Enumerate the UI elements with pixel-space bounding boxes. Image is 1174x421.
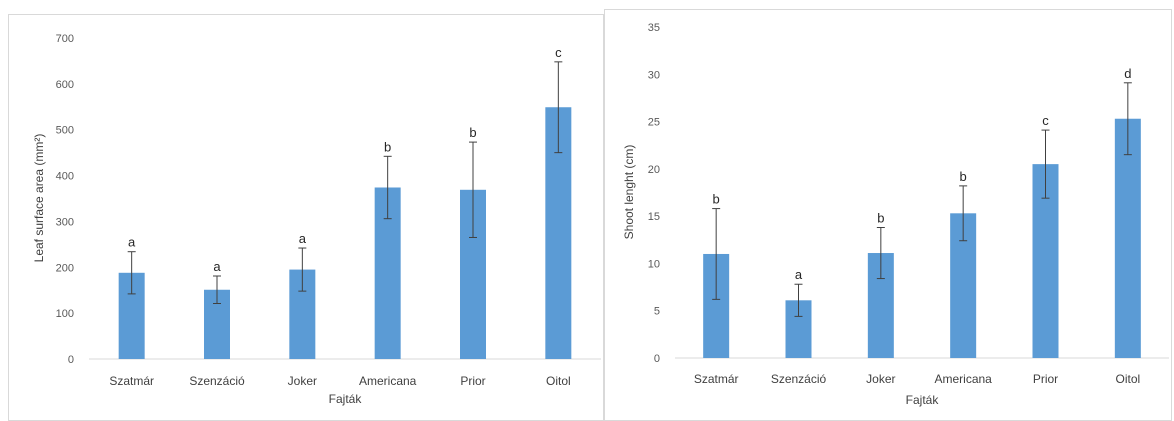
significance-letter: c <box>1042 113 1049 128</box>
y-tick-label: 20 <box>648 164 660 176</box>
y-tick-label: 0 <box>654 353 660 365</box>
y-tick-label: 35 <box>648 22 660 34</box>
leaf-area-chart: 0 100 200 300 400 500 600 700 a Szatmár a Szenzáció… <box>32 33 601 406</box>
significance-letter: a <box>795 267 803 282</box>
bar <box>1114 118 1141 358</box>
y-tick-label: 500 <box>56 125 74 137</box>
y-tick-label: 600 <box>56 79 74 91</box>
y-tick-label: 25 <box>648 117 660 129</box>
y-tick-label: 0 <box>68 354 74 366</box>
shoot-length-chart-panel: 0 5 10 15 20 25 30 35 b Szatmár a Szenzáció b Joker b A… <box>604 9 1172 421</box>
y-tick-label: 10 <box>648 258 660 270</box>
x-tick-label: Szatmár <box>109 374 154 388</box>
leaf-area-chart-panel: 0 100 200 300 400 500 600 700 a Szatmár a Szenzáció… <box>8 14 604 421</box>
y-tick-label: 700 <box>56 33 74 45</box>
x-axis-title: Fajták <box>329 392 363 406</box>
significance-letter: a <box>213 259 221 274</box>
significance-letter: b <box>960 169 967 184</box>
x-tick-label: Prior <box>1033 372 1058 386</box>
x-tick-label: Szenzáció <box>771 372 827 386</box>
x-tick-label: Joker <box>288 374 317 388</box>
x-tick-label: Americana <box>934 372 992 386</box>
significance-letter: b <box>713 192 720 207</box>
significance-letter: a <box>128 235 136 250</box>
x-axis-title: Fajták <box>906 393 940 407</box>
y-tick-label: 200 <box>56 262 74 274</box>
y-axis-title: Leaf surface area (mm²) <box>32 134 46 263</box>
significance-letter: c <box>555 45 562 60</box>
y-tick-label: 15 <box>648 211 660 223</box>
x-tick-label: Oitol <box>546 374 571 388</box>
significance-letter: b <box>469 125 476 140</box>
y-tick-label: 300 <box>56 216 74 228</box>
shoot-length-chart: 0 5 10 15 20 25 30 35 b Szatmár a Szenzáció b Joker b A… <box>622 22 1169 407</box>
y-tick-label: 5 <box>654 306 660 318</box>
y-tick-label: 30 <box>648 69 660 81</box>
x-tick-label: Joker <box>866 372 895 386</box>
significance-letter: a <box>299 231 307 246</box>
y-tick-label: 100 <box>56 308 74 320</box>
x-tick-label: Americana <box>359 374 417 388</box>
y-tick-label: 400 <box>56 171 74 183</box>
x-tick-label: Prior <box>460 374 485 388</box>
x-tick-label: Szenzáció <box>189 374 245 388</box>
significance-letter: d <box>1124 66 1131 81</box>
significance-letter: b <box>877 210 884 225</box>
x-tick-label: Szatmár <box>694 372 739 386</box>
y-axis-title: Shoot lenght (cm) <box>622 145 636 240</box>
x-tick-label: Oitol <box>1115 372 1140 386</box>
significance-letter: b <box>384 139 391 154</box>
